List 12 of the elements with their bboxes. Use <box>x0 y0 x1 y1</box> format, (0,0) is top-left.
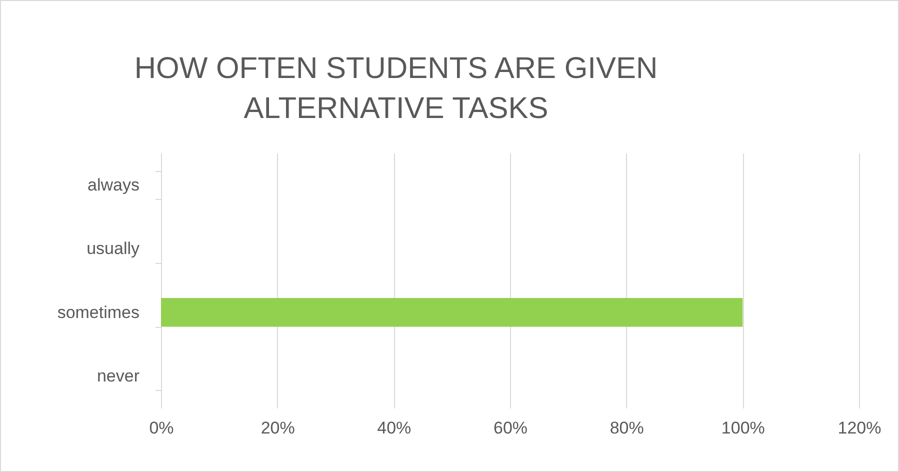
chart-title: HOW OFTEN STUDENTS ARE GIVEN ALTERNATIVE TASKS <box>134 52 658 125</box>
x-tick-label: 60% <box>493 418 528 438</box>
y-tick-label: always <box>88 175 140 194</box>
x-tick-label: 0% <box>149 418 174 438</box>
y-tick-label: sometimes <box>57 302 140 322</box>
x-tick-label: 20% <box>260 418 295 438</box>
x-tick-label: 120% <box>838 418 882 438</box>
x-tick-label: 100% <box>721 418 765 438</box>
x-tick-label: 40% <box>377 418 412 438</box>
y-tick-label: never <box>96 366 140 386</box>
x-tick-label: 80% <box>610 418 644 438</box>
y-tick-label: usually <box>86 239 140 258</box>
